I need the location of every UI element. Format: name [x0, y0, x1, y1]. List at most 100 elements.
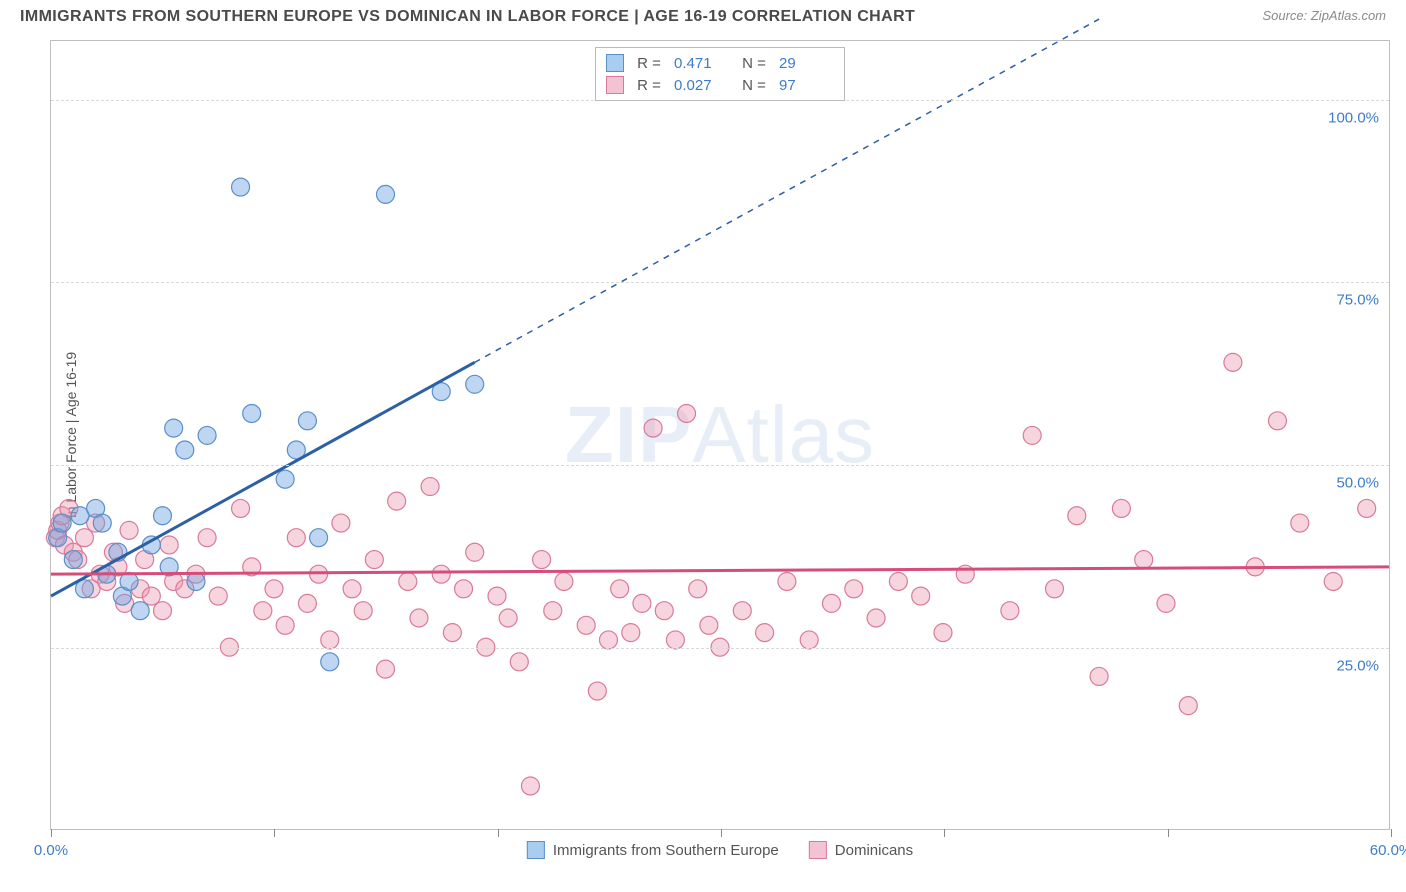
n-value: 29	[779, 55, 834, 72]
grid-line	[51, 465, 1389, 466]
r-value: 0.027	[674, 77, 729, 94]
stats-legend-row: R =0.027N =97	[606, 74, 834, 96]
data-point	[678, 405, 696, 423]
data-point	[160, 536, 178, 554]
data-point	[276, 470, 294, 488]
data-point	[555, 572, 573, 590]
data-point	[845, 580, 863, 598]
data-point	[377, 185, 395, 203]
data-point	[232, 499, 250, 517]
data-point	[321, 631, 339, 649]
series-legend: Immigrants from Southern Europe Dominican…	[527, 841, 913, 859]
data-point	[321, 653, 339, 671]
data-point	[644, 419, 662, 437]
data-point	[655, 602, 673, 620]
data-point	[154, 507, 172, 525]
r-label: R =	[634, 77, 664, 94]
data-point	[1291, 514, 1309, 532]
series-label: Immigrants from Southern Europe	[553, 842, 779, 859]
data-point	[276, 616, 294, 634]
legend-swatch	[527, 841, 545, 859]
data-point	[377, 660, 395, 678]
data-point	[611, 580, 629, 598]
data-point	[466, 375, 484, 393]
x-tick	[1391, 829, 1392, 837]
data-point	[209, 587, 227, 605]
data-point	[1157, 594, 1175, 612]
data-point	[254, 602, 272, 620]
data-point	[700, 616, 718, 634]
data-point	[499, 609, 517, 627]
grid-line	[51, 282, 1389, 283]
legend-swatch	[606, 76, 624, 94]
data-point	[1324, 572, 1342, 590]
data-point	[410, 609, 428, 627]
data-point	[120, 521, 138, 539]
data-point	[298, 594, 316, 612]
data-point	[399, 572, 417, 590]
source-attribution: Source: ZipAtlas.com	[1262, 8, 1386, 23]
y-tick-label: 75.0%	[1336, 292, 1379, 309]
data-point	[1112, 499, 1130, 517]
data-point	[232, 178, 250, 196]
data-point	[1090, 667, 1108, 685]
data-point	[889, 572, 907, 590]
legend-swatch	[809, 841, 827, 859]
data-point	[1179, 697, 1197, 715]
regression-line	[51, 362, 475, 596]
series-legend-item: Immigrants from Southern Europe	[527, 841, 779, 859]
data-point	[510, 653, 528, 671]
data-point	[533, 551, 551, 569]
chart-container: In Labor Force | Age 16-19 ZIPAtlas R =0…	[50, 40, 1390, 830]
data-point	[354, 602, 372, 620]
data-point	[689, 580, 707, 598]
data-point	[912, 587, 930, 605]
data-point	[577, 616, 595, 634]
y-tick-label: 100.0%	[1328, 109, 1379, 126]
data-point	[588, 682, 606, 700]
data-point	[934, 624, 952, 642]
data-point	[666, 631, 684, 649]
data-point	[1001, 602, 1019, 620]
data-point	[800, 631, 818, 649]
n-value: 97	[779, 77, 834, 94]
data-point	[756, 624, 774, 642]
y-tick-label: 50.0%	[1336, 475, 1379, 492]
chart-title: IMMIGRANTS FROM SOUTHERN EUROPE VS DOMIN…	[20, 8, 915, 26]
r-label: R =	[634, 55, 664, 72]
data-point	[455, 580, 473, 598]
stats-legend: R =0.471N =29R =0.027N =97	[595, 47, 845, 101]
data-point	[165, 419, 183, 437]
x-tick-label: 60.0%	[1370, 842, 1406, 859]
data-point	[600, 631, 618, 649]
data-point	[1358, 499, 1376, 517]
data-point	[287, 529, 305, 547]
data-point	[443, 624, 461, 642]
data-point	[421, 478, 439, 496]
data-point	[53, 514, 71, 532]
data-point	[1224, 353, 1242, 371]
stats-legend-row: R =0.471N =29	[606, 52, 834, 74]
data-point	[544, 602, 562, 620]
data-point	[466, 543, 484, 561]
x-tick	[944, 829, 945, 837]
data-point	[1268, 412, 1286, 430]
data-point	[388, 492, 406, 510]
data-point	[154, 602, 172, 620]
data-point	[131, 602, 149, 620]
x-tick	[1168, 829, 1169, 837]
data-point	[1068, 507, 1086, 525]
x-tick-label: 0.0%	[34, 842, 68, 859]
data-point	[1135, 551, 1153, 569]
data-point	[365, 551, 383, 569]
x-tick	[51, 829, 52, 837]
data-point	[198, 426, 216, 444]
data-point	[1046, 580, 1064, 598]
data-point	[176, 441, 194, 459]
series-legend-item: Dominicans	[809, 841, 913, 859]
data-point	[243, 405, 261, 423]
data-point	[633, 594, 651, 612]
data-point	[332, 514, 350, 532]
data-point	[823, 594, 841, 612]
n-label: N =	[739, 55, 769, 72]
